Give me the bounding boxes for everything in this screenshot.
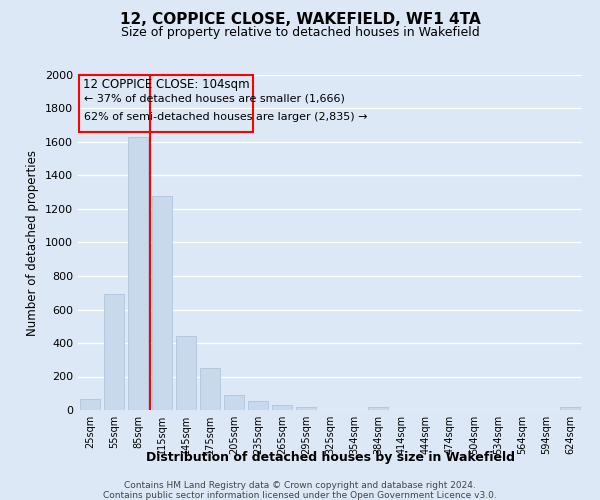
Bar	[368, 408, 388, 410]
Bar	[200, 368, 220, 410]
Bar	[104, 294, 124, 410]
Text: Distribution of detached houses by size in Wakefield: Distribution of detached houses by size …	[146, 451, 515, 464]
Text: 12, COPPICE CLOSE, WAKEFIELD, WF1 4TA: 12, COPPICE CLOSE, WAKEFIELD, WF1 4TA	[119, 12, 481, 28]
Text: ← 37% of detached houses are smaller (1,666): ← 37% of detached houses are smaller (1,…	[84, 94, 345, 104]
Text: Contains HM Land Registry data © Crown copyright and database right 2024.: Contains HM Land Registry data © Crown c…	[124, 480, 476, 490]
Bar	[272, 405, 292, 410]
Bar	[248, 401, 268, 410]
Bar	[80, 399, 100, 410]
Bar	[152, 196, 172, 410]
Bar	[560, 406, 580, 410]
Text: Size of property relative to detached houses in Wakefield: Size of property relative to detached ho…	[121, 26, 479, 39]
Bar	[296, 406, 316, 410]
Y-axis label: Number of detached properties: Number of detached properties	[26, 150, 40, 336]
Bar	[224, 395, 244, 410]
Text: 62% of semi-detached houses are larger (2,835) →: 62% of semi-detached houses are larger (…	[84, 112, 368, 122]
Bar	[176, 336, 196, 410]
Text: 12 COPPICE CLOSE: 104sqm: 12 COPPICE CLOSE: 104sqm	[83, 78, 250, 92]
Bar	[128, 137, 148, 410]
Text: Contains public sector information licensed under the Open Government Licence v3: Contains public sector information licen…	[103, 490, 497, 500]
